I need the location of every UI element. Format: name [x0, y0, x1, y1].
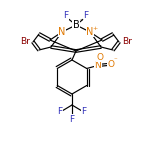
Text: N: N: [86, 27, 94, 37]
Text: F: F: [81, 107, 86, 116]
Text: +: +: [92, 26, 98, 31]
Text: F: F: [83, 12, 89, 21]
Text: N: N: [94, 61, 101, 70]
Text: O: O: [96, 53, 103, 62]
Text: N: N: [58, 27, 66, 37]
Text: ⁻: ⁻: [79, 17, 83, 26]
Text: ⁻: ⁻: [114, 57, 118, 64]
Text: F: F: [57, 107, 63, 116]
Text: F: F: [63, 12, 69, 21]
Text: F: F: [69, 114, 75, 123]
Text: Br: Br: [20, 36, 30, 45]
Text: Br: Br: [122, 36, 132, 45]
Text: O: O: [107, 60, 114, 69]
Text: B: B: [73, 20, 79, 30]
